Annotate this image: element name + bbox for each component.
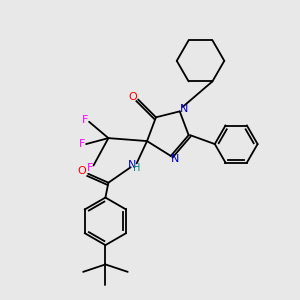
- Text: N: N: [180, 104, 188, 114]
- Text: O: O: [78, 167, 87, 176]
- Text: O: O: [128, 92, 137, 101]
- Text: F: F: [87, 163, 94, 173]
- Text: N: N: [128, 160, 136, 170]
- Text: N: N: [170, 154, 179, 164]
- Text: F: F: [79, 139, 85, 149]
- Text: H: H: [133, 164, 140, 173]
- Text: F: F: [81, 115, 88, 125]
